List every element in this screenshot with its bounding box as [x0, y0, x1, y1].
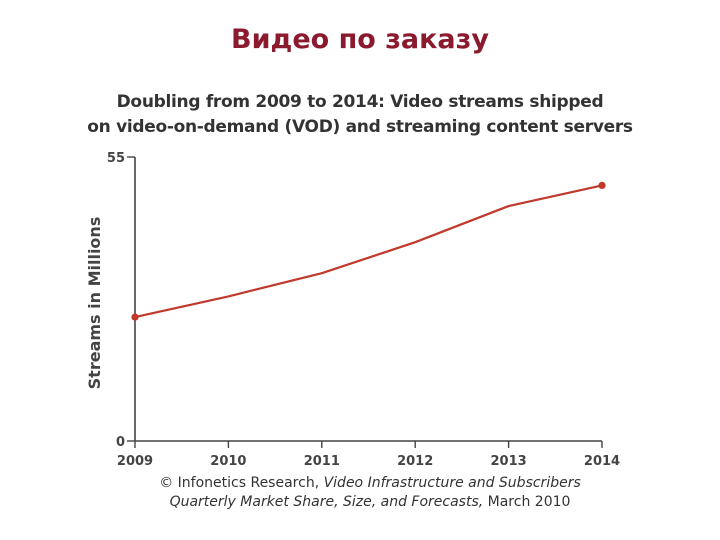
x-tick-label: 2009: [117, 454, 153, 469]
data-point-2014: [598, 181, 606, 189]
y-tick-label: 55: [107, 151, 125, 166]
source-date: March 2010: [483, 494, 571, 510]
source-line-1: © Infonetics Research, Video Infrastruct…: [100, 475, 640, 491]
x-tick-label: 2012: [397, 454, 433, 469]
chart-title-line-2: on video-on-demand (VOD) and streaming c…: [87, 117, 633, 137]
source-publisher: © Infonetics Research,: [159, 475, 324, 491]
x-tick-label: 2013: [491, 454, 527, 469]
y-axis-label: Streams in Millions: [85, 217, 104, 390]
source-report-subtitle: Quarterly Market Share, Size, and Foreca…: [169, 494, 484, 510]
x-tick-label: 2014: [584, 454, 620, 469]
x-tick-label: 2010: [210, 454, 246, 469]
x-tick-label: 2011: [304, 454, 340, 469]
source-line-2: Quarterly Market Share, Size, and Foreca…: [100, 494, 640, 510]
data-point-2009: [131, 313, 139, 321]
source-report-title: Video Infrastructure and Subscribers: [323, 475, 581, 491]
chart-title-line-1: Doubling from 2009 to 2014: Video stream…: [116, 92, 604, 112]
slide-title: Видео по заказу: [231, 24, 489, 55]
series-line: [134, 184, 603, 319]
y-tick-label: 0: [116, 435, 125, 450]
